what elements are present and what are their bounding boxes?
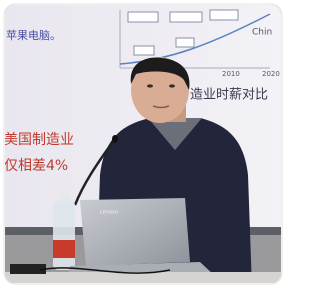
screen-text: 仅相差4% [4, 158, 68, 174]
photo: 苹果电脑。 Chin 2010 2020 造业时薪对比 美国制造业 仅相差4% … [4, 5, 281, 288]
screen-text: 造业时薪对比 [190, 88, 268, 103]
microphone [112, 135, 118, 143]
bottle-cap [58, 194, 70, 202]
laptop-lid [80, 198, 190, 266]
chart-label: 2020 [262, 70, 280, 78]
eye [169, 84, 175, 87]
water-bottle [53, 200, 75, 270]
photo-frame: 苹果电脑。 Chin 2010 2020 造业时薪对比 美国制造业 仅相差4% … [0, 0, 286, 288]
desk [5, 272, 281, 288]
screen-text: 苹果电脑。 [6, 28, 61, 42]
screen-text: Chin [252, 28, 272, 38]
bottle-label [53, 240, 75, 258]
screen-text: 美国制造业 [4, 132, 74, 148]
device [10, 264, 46, 274]
eye [147, 84, 153, 87]
laptop-brand: Lenovo [100, 210, 118, 216]
chart-label: 2010 [222, 70, 240, 78]
